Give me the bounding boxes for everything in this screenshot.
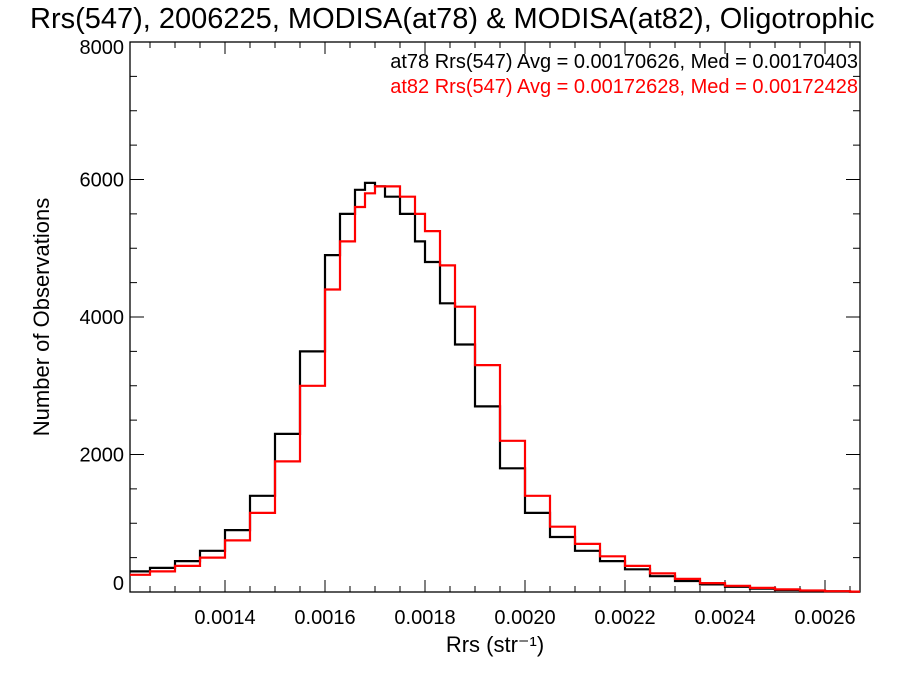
axis-ticks xyxy=(130,41,860,593)
series-line-at82 xyxy=(130,185,860,593)
legend-annotation-at78: at78 Rrs(547) Avg = 0.00170626, Med = 0.… xyxy=(390,51,858,73)
y-tick-label: 6000 xyxy=(80,170,125,192)
x-tick-label: 0.0016 xyxy=(294,607,355,629)
chart-title: Rrs(547), 2006225, MODISA(at78) & MODISA… xyxy=(30,3,875,35)
series-lines xyxy=(130,181,860,593)
y-tick-label: 2000 xyxy=(80,445,125,467)
x-tick-label: 0.0024 xyxy=(694,607,755,629)
x-tick-label: 0.0026 xyxy=(794,607,855,629)
x-tick-label: 0.0020 xyxy=(494,607,555,629)
plot-frame xyxy=(129,41,861,593)
series-line-at78 xyxy=(130,181,860,593)
x-tick-label: 0.0018 xyxy=(394,607,455,629)
x-tick-label: 0.0014 xyxy=(194,607,255,629)
legend-annotations: at78 Rrs(547) Avg = 0.00170626, Med = 0.… xyxy=(390,51,858,98)
y-tick-label: 8000 xyxy=(80,37,125,59)
axis-tick-labels: 0.0014 0.0016 0.0018 0.0020 0.0022 0.0024 0.00… xyxy=(80,37,856,629)
legend-annotation-at82: at82 Rrs(547) Avg = 0.00172628, Med = 0.… xyxy=(390,76,858,98)
y-tick-label: 4000 xyxy=(80,307,125,329)
x-axis-label: Rrs (str⁻¹) xyxy=(446,632,544,657)
x-tick-label: 0.0022 xyxy=(594,607,655,629)
y-axis-label: Number of Observations xyxy=(29,198,54,436)
y-tick-label: 0 xyxy=(113,573,124,595)
